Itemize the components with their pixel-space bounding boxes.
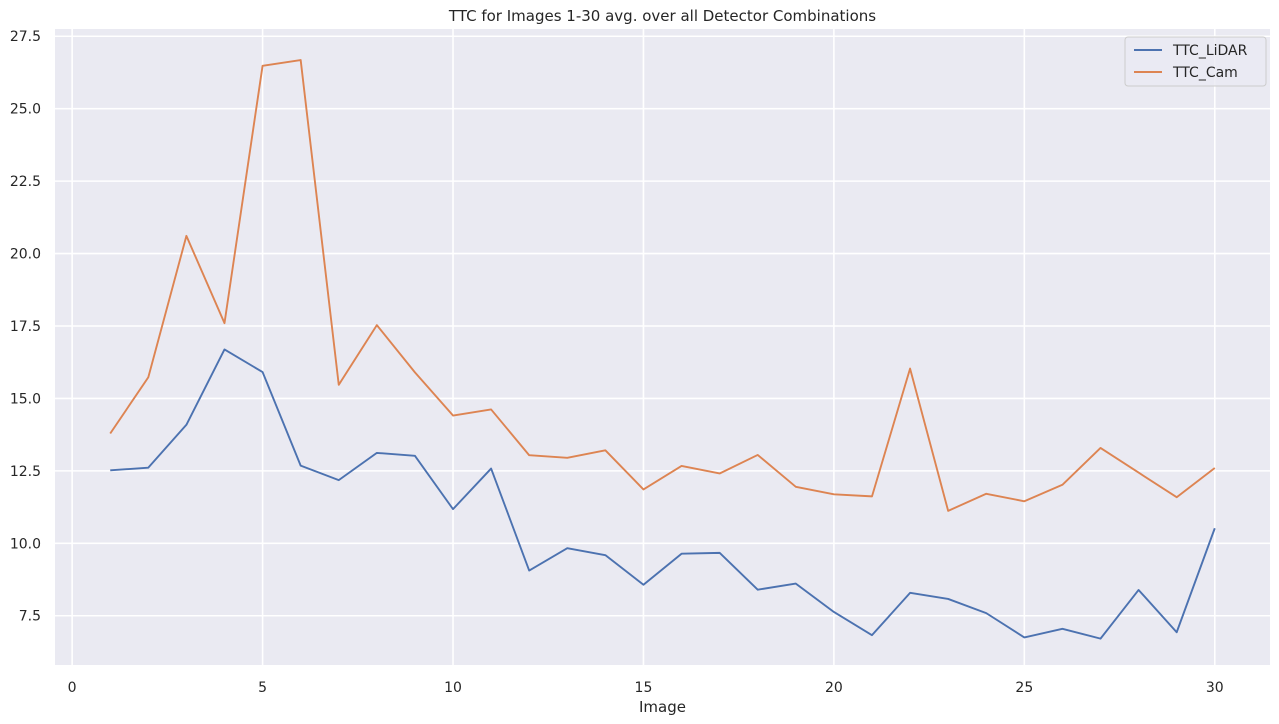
y-tick-label: 15.0 xyxy=(10,391,41,407)
x-tick-label: 0 xyxy=(68,680,77,696)
x-tick-label: 10 xyxy=(444,680,462,696)
x-axis-label: Image xyxy=(639,698,686,716)
legend-label: TTC_LiDAR xyxy=(1172,43,1248,59)
legend-label: TTC_Cam xyxy=(1172,65,1238,81)
y-tick-label: 12.5 xyxy=(10,464,41,480)
y-axis-ticks: 7.5 10.0 12.5 15.0 17.5 20.0 22.5 25.0 27.5 xyxy=(10,29,41,624)
x-tick-label: 30 xyxy=(1206,680,1224,696)
x-tick-label: 20 xyxy=(825,680,843,696)
y-tick-label: 10.0 xyxy=(10,536,41,552)
x-tick-label: 5 xyxy=(258,680,267,696)
x-tick-label: 15 xyxy=(635,680,653,696)
x-tick-label: 25 xyxy=(1015,680,1033,696)
y-tick-label: 25.0 xyxy=(10,102,41,118)
series-line-ttc-cam xyxy=(109,59,1216,512)
chart-title: TTC for Images 1-30 avg. over all Detect… xyxy=(448,7,876,25)
plot-area xyxy=(55,29,1270,665)
series-line-ttc-lidar xyxy=(110,348,1216,640)
y-tick-label: 22.5 xyxy=(10,174,41,190)
grid-lines xyxy=(55,29,1270,665)
y-tick-label: 7.5 xyxy=(19,609,41,625)
series-lines xyxy=(109,59,1216,640)
x-axis-ticks: 0 5 10 15 20 25 30 xyxy=(68,680,1224,696)
y-tick-label: 17.5 xyxy=(10,319,41,335)
y-tick-label: 27.5 xyxy=(10,29,41,45)
y-tick-label: 20.0 xyxy=(10,247,41,263)
legend: TTC_LiDAR TTC_Cam xyxy=(1124,36,1267,87)
